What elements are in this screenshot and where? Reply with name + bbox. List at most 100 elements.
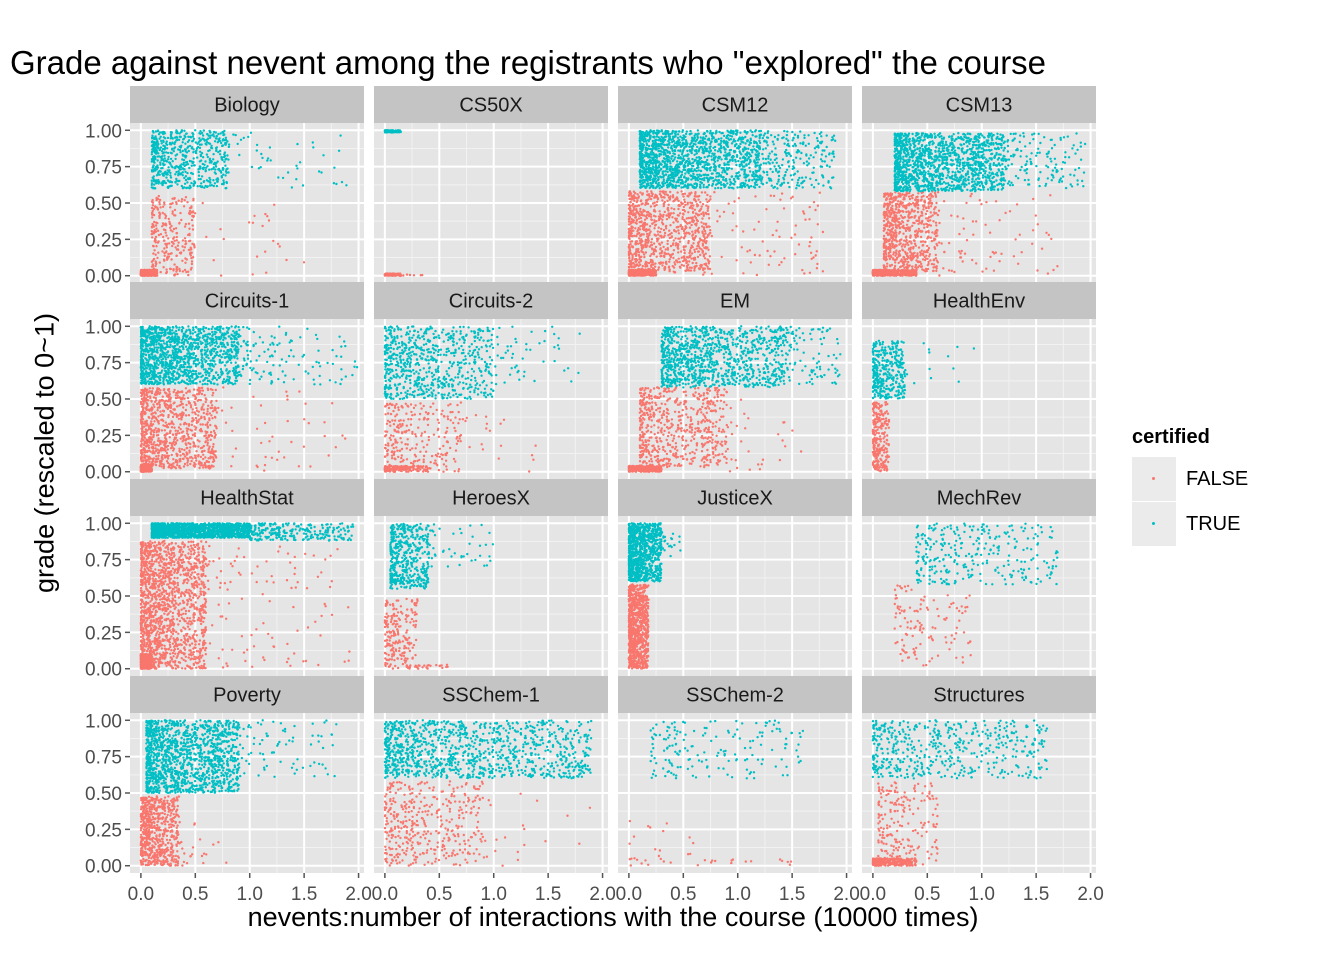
data-point-true bbox=[752, 145, 754, 147]
data-point-true bbox=[717, 150, 719, 152]
data-point-false bbox=[781, 192, 783, 194]
data-point-false bbox=[697, 256, 699, 258]
data-point-true bbox=[217, 133, 219, 135]
data-point-true bbox=[224, 174, 226, 176]
data-point-true bbox=[399, 130, 401, 132]
data-point-false bbox=[741, 246, 743, 248]
data-point-false bbox=[646, 194, 648, 196]
data-point-true bbox=[267, 157, 269, 159]
data-point-false bbox=[268, 219, 270, 221]
data-point-false bbox=[758, 221, 760, 223]
data-point-true bbox=[708, 138, 710, 140]
data-point-true bbox=[714, 161, 716, 163]
data-point-true bbox=[674, 153, 676, 155]
data-point-false bbox=[705, 264, 707, 266]
data-point-true bbox=[179, 151, 181, 153]
data-point-true bbox=[167, 137, 169, 139]
data-point-false bbox=[658, 266, 660, 268]
data-point-true bbox=[207, 185, 209, 187]
data-point-false bbox=[697, 204, 699, 206]
data-point-false bbox=[670, 232, 672, 234]
data-point-true bbox=[165, 142, 167, 144]
data-point-false bbox=[689, 207, 691, 209]
data-point-true bbox=[641, 170, 643, 172]
data-point-true bbox=[781, 164, 783, 166]
data-point-true bbox=[711, 159, 713, 161]
data-point-true bbox=[703, 166, 705, 168]
data-point-false bbox=[151, 230, 153, 232]
data-point-true bbox=[640, 133, 642, 135]
data-point-true bbox=[250, 132, 252, 134]
data-point-true bbox=[705, 177, 707, 179]
data-point-false bbox=[640, 220, 642, 222]
data-point-true bbox=[689, 133, 691, 135]
data-point-true bbox=[815, 179, 817, 181]
data-point-true bbox=[169, 174, 171, 176]
data-point-true bbox=[686, 142, 688, 144]
data-point-true bbox=[674, 135, 676, 137]
data-point-true bbox=[684, 172, 686, 174]
data-point-true bbox=[287, 171, 289, 173]
data-point-false bbox=[170, 258, 172, 260]
data-point-false bbox=[163, 203, 165, 205]
data-point-true bbox=[266, 159, 268, 161]
data-point-true bbox=[666, 144, 668, 146]
data-point-true bbox=[186, 147, 188, 149]
data-point-true bbox=[645, 152, 647, 154]
data-point-true bbox=[670, 183, 672, 185]
data-point-false bbox=[667, 240, 669, 242]
data-point-false bbox=[169, 227, 171, 229]
data-point-false bbox=[639, 191, 641, 193]
data-point-false bbox=[701, 191, 703, 193]
data-point-false bbox=[643, 224, 645, 226]
data-point-false bbox=[172, 269, 174, 271]
data-point-true bbox=[797, 182, 799, 184]
data-point-true bbox=[790, 174, 792, 176]
data-point-false bbox=[667, 213, 669, 215]
data-point-false bbox=[649, 225, 651, 227]
data-point-true bbox=[191, 140, 193, 142]
data-point-true bbox=[672, 136, 674, 138]
data-point-false bbox=[704, 241, 706, 243]
data-point-true bbox=[222, 169, 224, 171]
data-point-true bbox=[650, 151, 652, 153]
data-point-true bbox=[223, 161, 225, 163]
data-point-true bbox=[672, 169, 674, 171]
data-point-true bbox=[731, 156, 733, 158]
data-point-false bbox=[655, 220, 657, 222]
data-point-false bbox=[638, 217, 640, 219]
data-point-false bbox=[750, 261, 752, 263]
data-point-true bbox=[676, 163, 678, 165]
data-point-true bbox=[640, 176, 642, 178]
data-point-true bbox=[706, 174, 708, 176]
data-point-false bbox=[628, 223, 630, 225]
data-point-true bbox=[772, 162, 774, 164]
data-point-true bbox=[728, 152, 730, 154]
data-point-true bbox=[682, 157, 684, 159]
data-point-true bbox=[765, 158, 767, 160]
data-point-false bbox=[152, 202, 154, 204]
data-point-true bbox=[740, 153, 742, 155]
data-point-true bbox=[660, 176, 662, 178]
data-point-true bbox=[660, 136, 662, 138]
data-point-true bbox=[209, 143, 211, 145]
data-point-true bbox=[156, 174, 158, 176]
data-point-false bbox=[677, 221, 679, 223]
data-point-false bbox=[670, 256, 672, 258]
data-point-false bbox=[174, 209, 176, 211]
data-point-true bbox=[792, 137, 794, 139]
data-point-true bbox=[735, 133, 737, 135]
data-point-false bbox=[658, 227, 660, 229]
data-point-true bbox=[783, 130, 785, 132]
data-point-true bbox=[720, 181, 722, 183]
data-point-true bbox=[750, 149, 752, 151]
data-point-false bbox=[682, 195, 684, 197]
data-point-true bbox=[762, 158, 764, 160]
data-point-false bbox=[390, 274, 392, 276]
data-point-true bbox=[674, 156, 676, 158]
data-point-true bbox=[157, 182, 159, 184]
data-point-false bbox=[188, 223, 190, 225]
data-point-false bbox=[672, 244, 674, 246]
data-point-true bbox=[320, 171, 322, 173]
data-point-false bbox=[762, 240, 764, 242]
